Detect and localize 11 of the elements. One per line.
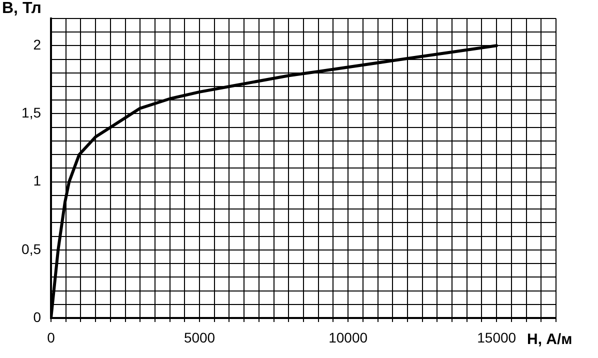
y-tick-label: 1	[33, 172, 42, 189]
y-tick-label: 2	[33, 36, 42, 52]
y-tick-label: 0,5	[22, 240, 42, 257]
x-tick-label: 10000	[328, 329, 368, 346]
y-tick-label: 0	[33, 308, 42, 325]
x-tick-label: 0	[47, 329, 56, 346]
x-axis-title: H, А/м	[527, 331, 572, 348]
y-axis-title: B, Тл	[2, 0, 42, 18]
x-tick-label: 5000	[184, 329, 216, 346]
x-tick-label: 15000	[477, 329, 516, 346]
y-tick-label: 1,5	[22, 104, 42, 121]
